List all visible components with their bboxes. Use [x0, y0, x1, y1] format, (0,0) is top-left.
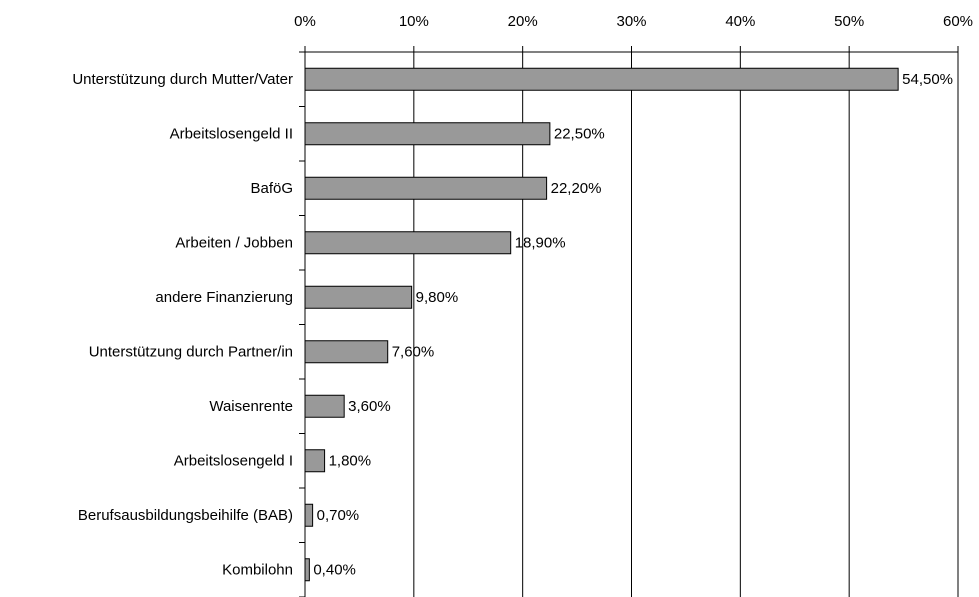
- data-label: 1,80%: [329, 453, 372, 470]
- bar: [304, 503, 314, 527]
- bar: [304, 67, 899, 91]
- bar: [304, 176, 548, 200]
- data-label: 3,60%: [348, 398, 391, 415]
- x-tick-label: 50%: [834, 13, 864, 30]
- bar: [304, 394, 345, 418]
- data-label: 18,90%: [515, 235, 566, 252]
- bar: [304, 449, 326, 473]
- data-label: 7,60%: [392, 344, 435, 361]
- bar: [304, 231, 512, 255]
- y-tick-label: Arbeiten / Jobben: [175, 235, 293, 252]
- y-tick-label: Arbeitslosengeld II: [170, 126, 293, 143]
- bar: [304, 122, 551, 146]
- y-tick-label: Berufsausbildungsbeihilfe (BAB): [78, 507, 293, 524]
- bar: [304, 285, 413, 309]
- data-label: 54,50%: [902, 71, 953, 88]
- y-tick-label: BaföG: [250, 180, 293, 197]
- y-tick-label: andere Finanzierung: [155, 289, 293, 306]
- y-tick-label: Arbeitslosengeld I: [174, 453, 293, 470]
- y-tick-label: Unterstützung durch Partner/in: [89, 344, 293, 361]
- data-label: 0,70%: [317, 507, 360, 524]
- x-tick-label: 60%: [943, 13, 973, 30]
- x-tick-label: 10%: [399, 13, 429, 30]
- x-tick-label: 20%: [508, 13, 538, 30]
- data-label: 0,40%: [313, 562, 356, 579]
- data-label: 9,80%: [416, 289, 459, 306]
- y-tick-label: Kombilohn: [222, 562, 293, 579]
- y-tick-label: Unterstützung durch Mutter/Vater: [72, 71, 293, 88]
- x-tick-label: 30%: [616, 13, 646, 30]
- y-tick-label: Waisenrente: [209, 398, 293, 415]
- data-label: 22,20%: [551, 180, 602, 197]
- bar: [304, 558, 310, 582]
- data-label: 22,50%: [554, 126, 605, 143]
- bar: [304, 340, 389, 364]
- x-tick-label: 40%: [725, 13, 755, 30]
- x-tick-label: 0%: [294, 13, 316, 30]
